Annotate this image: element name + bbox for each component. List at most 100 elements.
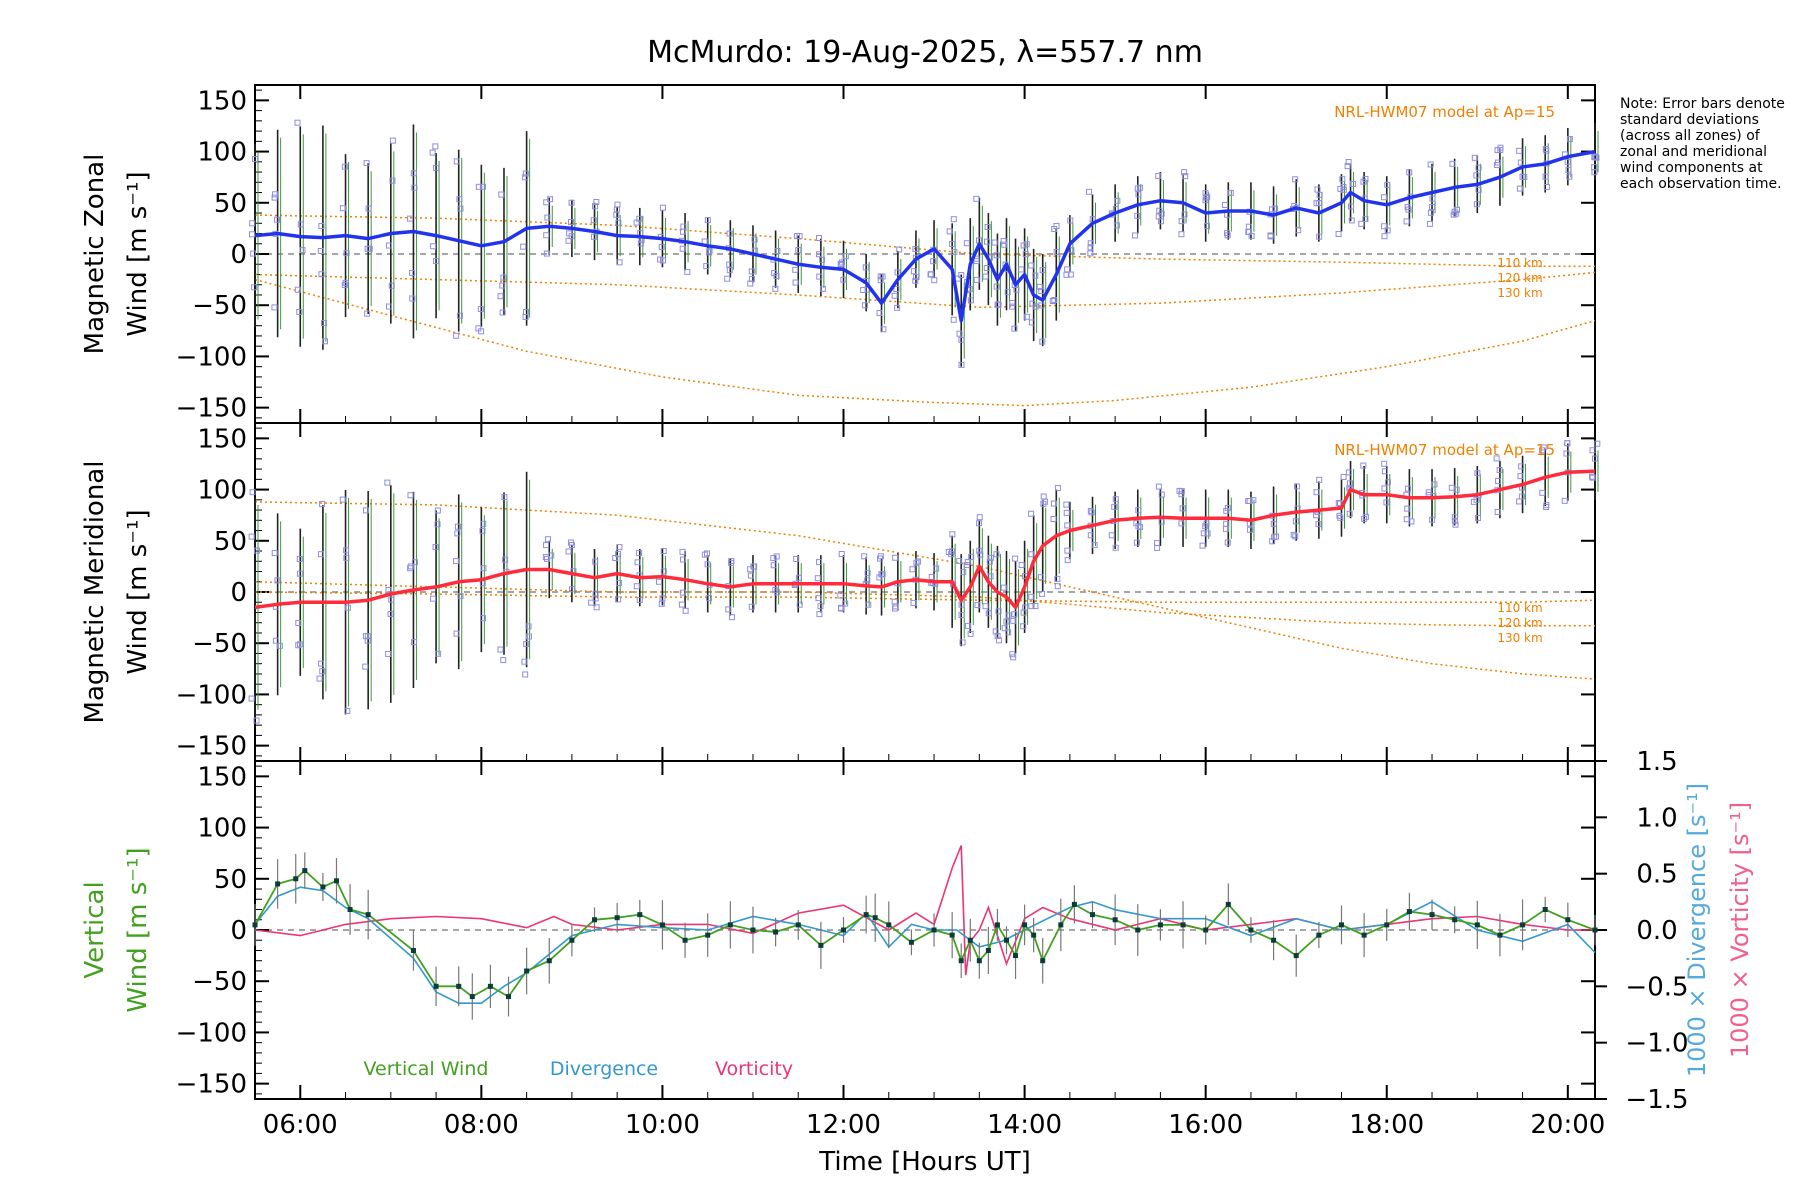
zonal-scatter-point: [1203, 194, 1210, 201]
x-axis-label: Time [Hours UT]: [818, 1147, 1031, 1177]
meridional-ylabel-line1: Magnetic Meridional: [80, 461, 110, 724]
meridional-scatter-point: [1335, 499, 1342, 506]
zonal-scatter-point: [1475, 164, 1482, 171]
meridional-scatter-point: [1137, 524, 1144, 531]
vertical-wind-point: [1293, 953, 1299, 959]
vertical-wind-point: [1474, 922, 1480, 928]
zonal-scatter-point: [930, 258, 937, 265]
meridional-scatter-point: [633, 583, 640, 590]
vertical-wind-point: [365, 912, 371, 918]
vertical-wind-point: [592, 917, 598, 923]
zonal-scatter-point: [792, 266, 799, 273]
meridional-scatter-point: [1345, 469, 1352, 476]
zonal-wind-line: [254, 149, 1596, 323]
zonal-scatter-point: [1051, 225, 1058, 232]
zonal-scatter-point: [1427, 161, 1434, 168]
zonal-scatter-point: [249, 220, 256, 227]
meridional-scatter-point: [565, 548, 572, 555]
right-axis-tick-label: 0.0: [1636, 916, 1677, 946]
vertical-wind-point: [705, 932, 711, 938]
meridional-scatter-point: [838, 551, 845, 558]
meridional-scatter-point: [679, 548, 686, 555]
zonal-scatter-point: [1295, 227, 1302, 234]
zonal-scatter-point: [816, 234, 823, 241]
zonal-scatter-point: [248, 231, 255, 238]
zonal-scatter-point: [1473, 172, 1480, 179]
zonal-scatter-point: [1137, 184, 1144, 191]
meridional-scatter-point: [249, 489, 256, 496]
meridional-scatter-point: [993, 551, 1000, 558]
zonal-scatter-point: [772, 285, 779, 292]
vertical-wind-point: [347, 907, 353, 913]
zonal-scatter-point: [433, 164, 440, 171]
meridional-scatter-point: [1245, 498, 1252, 505]
meridional-scatter-point: [1474, 470, 1481, 477]
zonal-scatter-point: [1067, 217, 1074, 224]
zonal-ytick-label: −150: [176, 394, 247, 424]
vertical-ytick-label: 50: [214, 865, 247, 895]
x-tick-label: 06:00: [263, 1110, 338, 1140]
zonal-scatter-point: [1449, 160, 1456, 167]
zonal-scatter-point: [967, 297, 974, 304]
meridional-scatter-point: [933, 565, 940, 572]
meridional-scatter-point: [1204, 530, 1211, 537]
meridional-scatter-point: [725, 606, 732, 613]
zonal-scatter-point: [1023, 241, 1030, 248]
zonal-scatter-point: [544, 214, 551, 221]
zonal-scatter-point: [950, 316, 957, 323]
meridional-scatter-point: [706, 595, 713, 602]
zonal-model-curve-label-110: 110 km: [1497, 256, 1542, 270]
meridional-scatter-point: [994, 632, 1001, 639]
meridional-scatter-point: [817, 603, 824, 610]
zonal-scatter-point: [1222, 201, 1229, 208]
zonal-scatter-point: [1381, 223, 1388, 230]
vertical-wind-point: [1112, 917, 1118, 923]
zonal-scatter-point: [1248, 232, 1255, 239]
meridional-model-curve-2: [254, 581, 1595, 627]
vertical-wind-point: [1180, 922, 1186, 928]
zonal-scatter-point: [1135, 191, 1142, 198]
zonal-scatter-point: [407, 215, 414, 222]
meridional-scatter-point: [548, 552, 555, 559]
zonal-scatter-point: [479, 183, 486, 190]
meridional-scatter-point: [1246, 498, 1253, 505]
meridional-scatter-point: [838, 604, 845, 611]
meridional-scatter-point: [339, 496, 346, 503]
right-axis-tick-label: −1.5: [1625, 1085, 1688, 1115]
meridional-scatter-point: [959, 639, 966, 646]
zonal-scatter-point: [388, 282, 395, 289]
zonal-scatter-point: [456, 196, 463, 203]
zonal-scatter-point: [816, 273, 823, 280]
vertical-wind-point: [320, 884, 326, 890]
zonal-scatter-point: [1380, 194, 1387, 201]
meridional-scatter-point: [1451, 517, 1458, 524]
zonal-scatter-point: [1314, 186, 1321, 193]
meridional-scatter-point: [1178, 520, 1185, 527]
meridional-scatter-point: [344, 707, 351, 714]
meridional-scatter-point: [568, 542, 575, 549]
zonal-scatter-point: [1011, 325, 1018, 332]
zonal-scatter-point: [429, 149, 436, 156]
zonal-scatter-point: [1516, 147, 1523, 154]
zonal-scatter-point: [1426, 220, 1433, 227]
zonal-scatter-point: [1592, 153, 1599, 160]
zonal-scatter-point: [568, 219, 575, 226]
meridional-scatter-point: [1064, 522, 1071, 529]
meridional-scatter-point: [1063, 501, 1070, 508]
meridional-scatter-point: [1088, 509, 1095, 516]
zonal-scatter-point: [1345, 159, 1352, 166]
meridional-scatter-point: [1028, 593, 1035, 600]
meridional-scatter-point: [1496, 466, 1503, 473]
meridional-scatter-point: [1054, 485, 1061, 492]
meridional-scatter-point: [660, 568, 667, 575]
zonal-scatter-point: [1335, 231, 1342, 238]
zonal-scatter-point: [593, 198, 600, 205]
meridional-scatter-point: [407, 565, 414, 572]
zonal-scatter-point: [389, 177, 396, 184]
zonal-scatter-point: [1471, 154, 1478, 161]
meridional-scatter-point: [1448, 484, 1455, 491]
zonal-scatter-point: [637, 240, 644, 247]
meridional-scatter-point: [522, 671, 529, 678]
vertical-panel: −150 −100 −50 0 50 100 150 −1.5 −1.0 −0.5 0.0 0.5 1.…: [176, 747, 1689, 1140]
vertical-wind-point: [614, 915, 620, 921]
